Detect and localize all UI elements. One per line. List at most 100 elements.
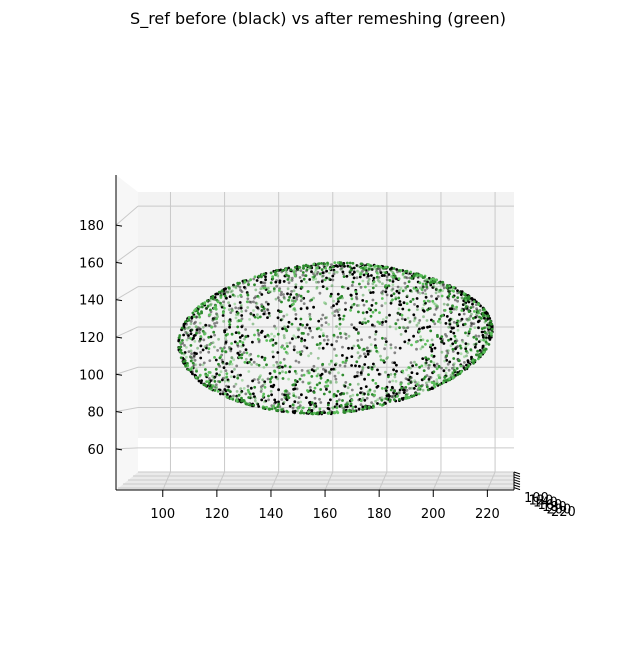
data-point-after [292,404,296,407]
data-point-before [442,283,445,286]
data-point-before [308,312,312,316]
data-point-after [283,396,287,399]
data-point-before [320,280,324,283]
data-point-before [224,339,228,343]
data-point-after [221,361,225,365]
data-point-before [246,297,250,301]
data-point-before [434,307,438,311]
data-point-before [384,320,388,323]
data-point-before [330,263,333,266]
data-point-before [301,273,305,277]
data-point-before [310,270,313,274]
data-point-after [312,275,316,279]
data-point-after [225,395,229,399]
data-point-after [210,325,214,329]
data-point-after [431,299,434,303]
data-point-before [220,358,224,362]
data-point-after [302,277,306,281]
data-point-after [244,335,248,339]
data-point-after [454,341,457,344]
data-point-after [428,363,432,367]
data-point-after [280,345,284,349]
data-point-after [338,296,342,299]
data-point-after [428,281,432,285]
data-point-after [185,338,189,342]
data-point-after [232,358,236,362]
data-point-before [306,332,310,336]
data-point-after [207,347,211,350]
data-point-after [227,319,231,323]
data-point-after [361,321,364,324]
tick-mark-z [115,448,123,451]
data-point-before [205,346,208,350]
data-point-after [256,354,260,358]
data-point-after [421,307,425,310]
data-point-before [185,322,189,326]
data-point-before [295,298,299,301]
data-point-after [239,391,243,394]
data-point-after [407,280,411,284]
data-point-before [299,307,303,311]
data-point-after [423,275,426,279]
data-point-after [242,387,246,390]
data-point-before [263,281,267,285]
data-point-after [379,354,382,358]
data-point-after [438,317,441,321]
data-point-before [424,361,428,365]
data-point-after [341,373,345,377]
data-point-after [213,380,217,383]
data-point-after [393,398,396,401]
data-point-after [448,289,451,293]
data-point-before [344,301,347,305]
data-point-after [316,367,319,370]
data-point-after [354,290,358,293]
data-point-before [309,389,312,392]
data-point-after [426,278,430,282]
data-point-before [364,385,368,388]
data-point-before [303,344,306,348]
x-tick-label: 120 [204,507,229,522]
data-point-before [376,384,380,388]
data-point-after [367,373,370,376]
data-point-after [425,285,429,289]
data-point-before [469,321,473,325]
data-point-after [315,286,319,289]
data-point-before [332,304,335,308]
data-point-after [322,334,325,337]
data-point-after [183,359,187,363]
data-point-before [355,276,359,280]
data-point-after [265,363,268,367]
data-point-after [313,386,317,390]
data-point-before [334,363,337,367]
data-point-after [476,349,479,353]
data-point-after [384,271,387,275]
data-point-after [262,392,266,396]
data-point-after [414,340,418,344]
data-point-after [224,337,228,340]
data-point-before [267,311,271,315]
data-point-before [240,290,244,293]
z-tick-label: 160 [79,256,104,271]
data-point-after [458,344,462,348]
data-point-after [483,320,487,324]
data-point-after [220,349,224,353]
data-point-after [296,268,300,272]
data-point-after [393,375,397,379]
data-point-before [318,291,322,295]
data-point-before [262,312,266,316]
data-point-before [267,398,270,402]
data-point-before [474,334,478,338]
data-point-after [404,397,408,400]
data-point-after [290,322,294,326]
data-point-after [198,321,202,325]
data-point-after [399,333,403,336]
data-point-after [334,354,338,357]
data-point-after [294,283,298,286]
data-point-after [296,327,300,330]
data-point-after [263,382,267,386]
data-point-after [324,380,328,384]
data-point-after [301,323,304,327]
data-point-after [208,371,212,374]
data-point-before [469,314,473,318]
data-point-before [199,356,203,360]
